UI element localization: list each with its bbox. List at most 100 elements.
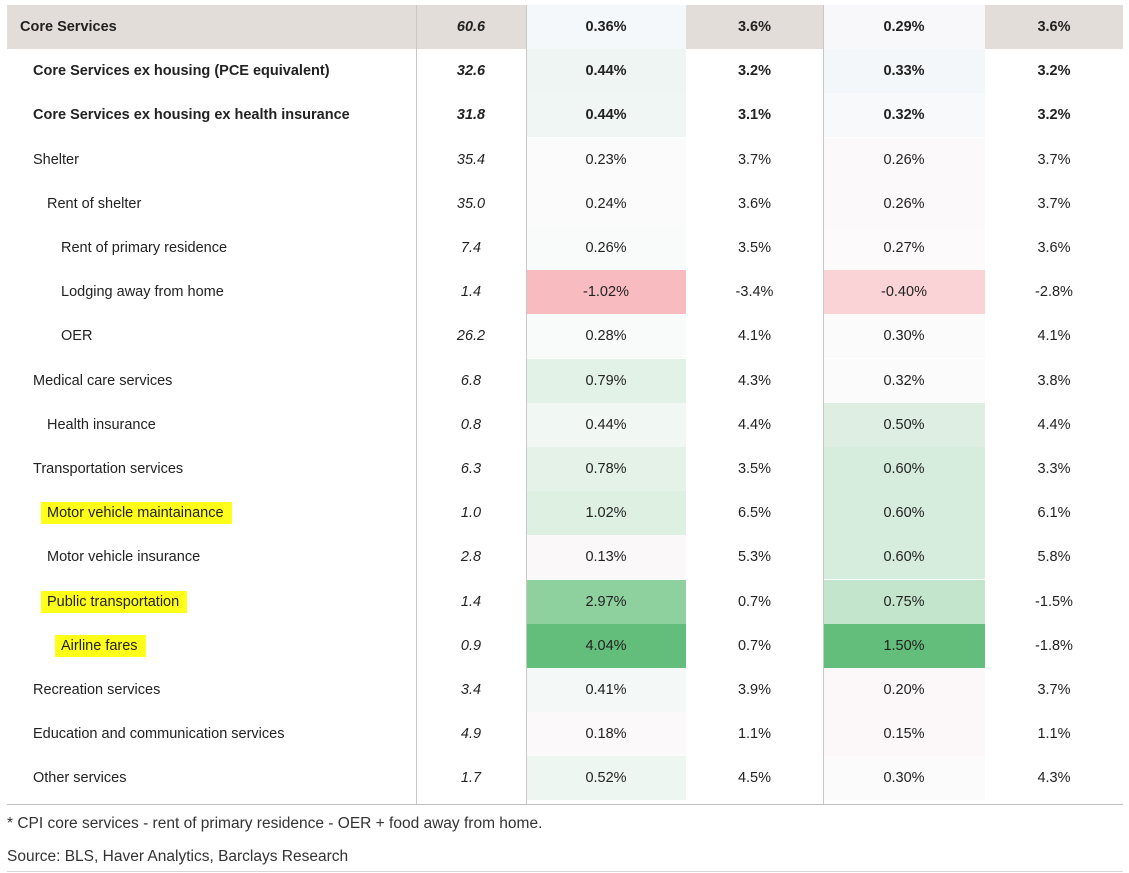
weight-cell: 35.0 <box>456 195 486 212</box>
row-label: Motor vehicle maintainance <box>7 491 416 535</box>
monthly-change-1: 0.23% <box>526 137 686 182</box>
monthly-change-2: 0.29% <box>823 5 985 49</box>
yoy-change-1: -3.4% <box>735 284 774 301</box>
monthly-change-1: 0.78% <box>526 447 686 491</box>
label-text: Rent of primary residence <box>61 240 228 256</box>
monthly-change-2: 0.30% <box>823 756 985 801</box>
label-text: Health insurance <box>47 416 156 433</box>
monthly-change-2: 0.30% <box>823 314 985 359</box>
yoy-change-2: -1.8% <box>1035 637 1073 654</box>
row-label: Motor vehicle insurance <box>7 535 416 579</box>
label-text: Core Services ex housing (PCE equivalent… <box>33 63 330 80</box>
yoy-change-1: 5.3% <box>737 549 772 566</box>
weight-cell: 32.6 <box>456 63 486 80</box>
monthly-change-2: 0.50% <box>823 402 985 447</box>
row-label: Health insurance <box>7 403 416 447</box>
row-label: Rent of shelter <box>7 182 416 226</box>
monthly-change-1: 0.44% <box>526 49 686 94</box>
monthly-change-1: 0.44% <box>526 93 686 138</box>
label-text: Education and communication services <box>33 726 285 743</box>
row-label: Lodging away from home <box>7 270 416 314</box>
label-text: OER <box>61 328 93 345</box>
page-bottom-rule <box>7 871 1123 872</box>
yoy-change-1: 4.5% <box>737 770 772 787</box>
table-row: Core Services ex housing (PCE equivalent… <box>7 49 1123 94</box>
table-row: Education and communication services 4.9 0… <box>7 712 1123 757</box>
monthly-change-1: 0.41% <box>526 668 686 712</box>
table-row: Rent of shelter 35.0 0.24% 3.6% 0.26% 3.7% <box>7 181 1123 226</box>
yoy-change-1: 3.9% <box>737 682 772 698</box>
monthly-change-2: -0.40% <box>823 270 985 315</box>
label-text: Motor vehicle insurance <box>47 549 201 566</box>
yoy-change-2: 3.6% <box>985 5 1123 49</box>
yoy-change-1: 4.4% <box>737 416 772 433</box>
monthly-change-2: 1.50% <box>823 623 985 668</box>
monthly-change-1: 0.79% <box>526 358 686 403</box>
table-row: Rent of primary residence 7.4 0.26% 3.5% 0.2… <box>7 226 1123 270</box>
table-row: Other services 1.7 0.52% 4.5% 0.30% 4.3% <box>7 756 1123 801</box>
weight-cell: 1.4 <box>460 593 482 610</box>
monthly-change-2: 0.26% <box>823 181 985 226</box>
yoy-change-1: 3.6% <box>737 195 772 212</box>
yoy-change-2: 4.4% <box>1037 416 1071 433</box>
row-label: Core Services <box>7 5 416 49</box>
monthly-change-1: 4.04% <box>526 623 686 668</box>
yoy-change-1: 0.7% <box>737 637 772 654</box>
monthly-change-2: 0.27% <box>823 226 985 270</box>
table-row: Shelter 35.4 0.23% 3.7% 0.26% 3.7% <box>7 137 1123 182</box>
monthly-change-1: 0.24% <box>526 181 686 226</box>
yoy-change-1: 6.5% <box>737 505 772 522</box>
row-label: Medical care services <box>7 359 416 403</box>
yoy-change-1: 3.2% <box>737 63 772 80</box>
monthly-change-1: 0.28% <box>526 314 686 359</box>
weight-cell: 1.0 <box>460 505 482 522</box>
highlighted-label: Motor vehicle maintainance <box>41 502 232 525</box>
label-text: Core Services <box>20 19 117 35</box>
label-text: Shelter <box>33 151 79 168</box>
monthly-change-2: 0.75% <box>823 579 985 624</box>
label-text: Other services <box>33 770 127 787</box>
table-row: Health insurance 0.8 0.44% 4.4% 0.50% 4.4% <box>7 402 1123 447</box>
yoy-change-1: 3.7% <box>737 151 772 168</box>
yoy-change-2: -2.8% <box>1035 284 1073 301</box>
column-divider <box>526 5 527 804</box>
table-row: Recreation services 3.4 0.41% 3.9% 0.20% 3.7% <box>7 668 1123 712</box>
row-label: Shelter <box>7 138 416 182</box>
table-row: Public transportation 1.4 2.97% 0.7% 0.75% -1… <box>7 579 1123 624</box>
monthly-change-2: 0.60% <box>823 447 985 491</box>
yoy-change-2: 3.2% <box>1037 107 1071 124</box>
weight-cell: 1.7 <box>460 770 482 787</box>
highlighted-label: Public transportation <box>41 590 188 613</box>
table-row: Core Services ex housing ex health insur… <box>7 93 1123 138</box>
monthly-change-1: -1.02% <box>526 270 686 315</box>
label-text: Core Services ex housing ex health insur… <box>33 107 350 124</box>
yoy-change-2: 1.1% <box>1037 726 1071 743</box>
yoy-change-1: 4.3% <box>737 372 772 389</box>
weight-cell: 31.8 <box>456 107 486 124</box>
weight-cell: 26.2 <box>456 328 486 345</box>
label-text: Recreation services <box>33 682 161 698</box>
row-label: Rent of primary residence <box>7 226 416 270</box>
monthly-change-2: 0.20% <box>823 668 985 712</box>
weight-cell: 7.4 <box>460 240 482 256</box>
yoy-change-1: 3.5% <box>737 461 772 477</box>
yoy-change-2: 6.1% <box>1037 505 1071 522</box>
weight-cell: 6.3 <box>460 461 482 477</box>
table-row: Motor vehicle insurance 2.8 0.13% 5.3% 0.60%… <box>7 535 1123 580</box>
monthly-change-1: 2.97% <box>526 579 686 624</box>
table-row: Motor vehicle maintainance 1.0 1.02% 6.5% 0.… <box>7 491 1123 536</box>
table-bottom-rule <box>7 804 1123 805</box>
monthly-change-1: 0.18% <box>526 712 686 757</box>
monthly-change-2: 0.15% <box>823 712 985 757</box>
monthly-change-1: 0.52% <box>526 756 686 801</box>
yoy-change-2: 3.7% <box>1037 195 1071 212</box>
monthly-change-2: 0.33% <box>823 49 985 94</box>
yoy-change-1: 3.5% <box>737 240 772 256</box>
yoy-change-1: 1.1% <box>737 726 772 743</box>
source-line: Source: BLS, Haver Analytics, Barclays R… <box>7 848 349 865</box>
row-label: Airline fares <box>7 624 416 668</box>
label-text: Lodging away from home <box>61 284 224 301</box>
yoy-change-2: 3.6% <box>1037 240 1071 256</box>
monthly-change-2: 0.60% <box>823 491 985 536</box>
weight-cell: 1.4 <box>460 284 482 301</box>
